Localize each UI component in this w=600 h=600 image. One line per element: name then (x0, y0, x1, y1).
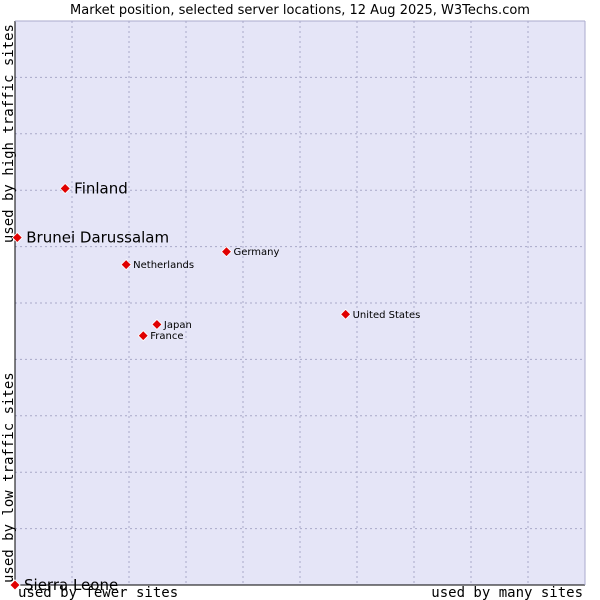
data-point-germany[interactable] (220, 246, 233, 258)
grid-lines (15, 21, 585, 585)
data-label-netherlands: Netherlands (133, 260, 194, 271)
data-point-brunei-darussalam[interactable] (11, 232, 23, 244)
data-label-brunei-darussalam: Brunei Darussalam (26, 229, 169, 247)
data-label-sierra-leone: Sierra Leone (24, 576, 118, 594)
data-label-germany: Germany (233, 247, 279, 258)
data-point-united-states[interactable] (340, 308, 352, 320)
data-label-finland: Finland (74, 180, 128, 198)
data-point-france[interactable] (137, 330, 149, 342)
data-label-france: France (150, 331, 183, 342)
data-point-japan[interactable] (151, 318, 163, 330)
data-label-united-states: United States (353, 310, 421, 321)
data-points: Finland Brunei Darussalam Germany Netherlan… (9, 180, 421, 594)
data-point-sierra-leone[interactable] (9, 579, 21, 591)
y-axis-label-top: used by high traffic sites (1, 24, 17, 243)
y-axis-label-bottom: used by low traffic sites (1, 372, 17, 583)
chart-title: Market position, selected server locatio… (70, 3, 530, 18)
data-label-japan: Japan (163, 320, 192, 331)
x-axis-label-left: used by fewer sites (18, 585, 178, 600)
x-axis-label-right: used by many sites (431, 585, 583, 600)
data-point-finland[interactable] (59, 182, 71, 195)
data-point-netherlands[interactable] (120, 259, 132, 271)
